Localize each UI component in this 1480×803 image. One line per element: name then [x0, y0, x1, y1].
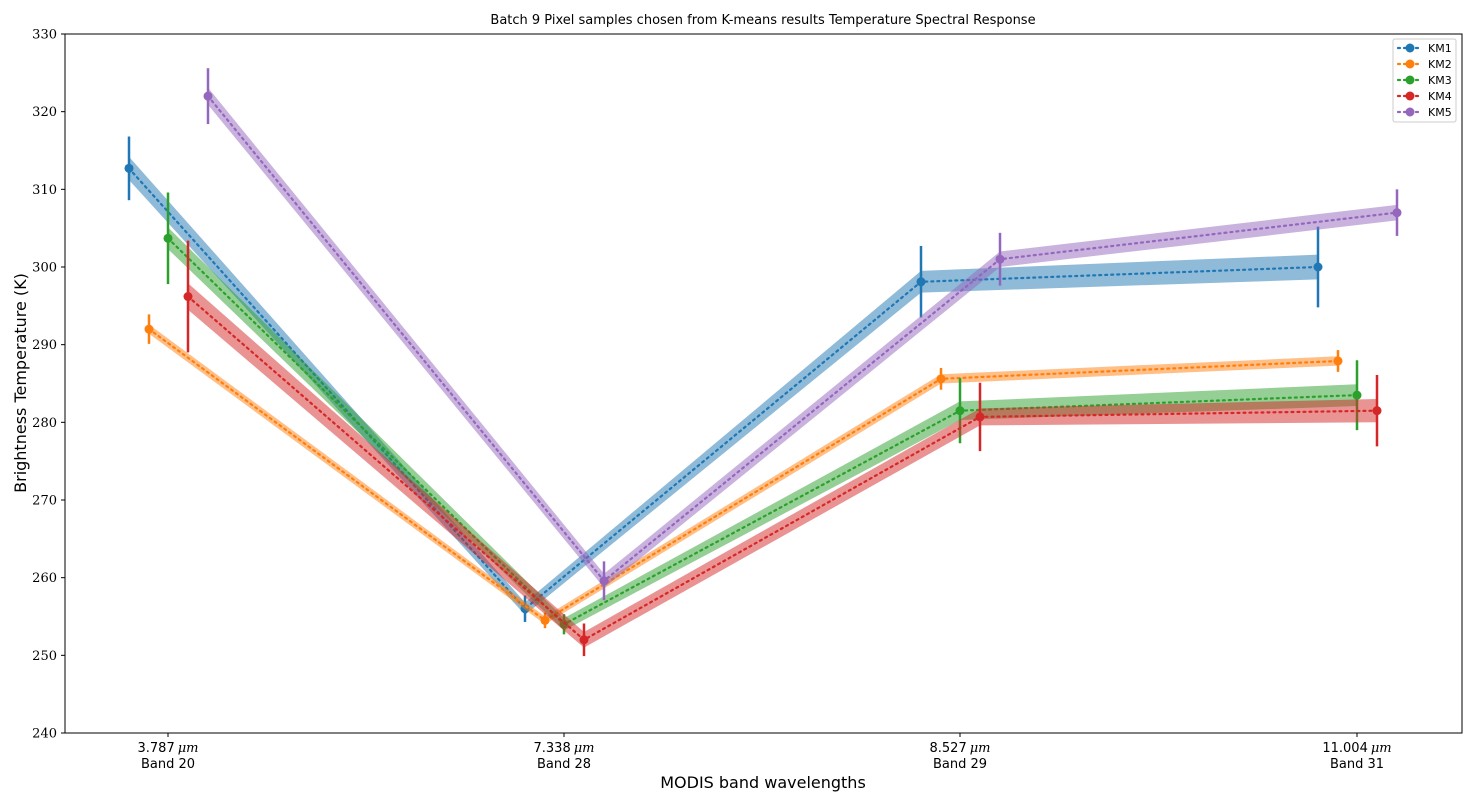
y-axis-label: Brightness Temperature (K) [11, 273, 30, 493]
legend-entry-km4: KM4 [1396, 90, 1452, 103]
legend-label: KM5 [1428, 106, 1452, 119]
legend-entry-km1: KM1 [1396, 42, 1452, 55]
data-point [955, 406, 965, 416]
series-line [206, 94, 1399, 583]
x-tick-unit: μm [574, 741, 595, 756]
x-tick-label: 7.338 μm [534, 741, 595, 756]
x-tick-unit: μm [1371, 741, 1392, 756]
y-tick-label: 260 [32, 571, 57, 586]
x-tick-band: Band 20 [141, 757, 195, 772]
y-tick-label: 330 [32, 28, 57, 43]
series-line [186, 295, 1379, 642]
y-tick-label: 240 [32, 727, 57, 742]
series-line [166, 237, 1359, 626]
y-tick-label: 280 [32, 416, 57, 431]
data-point [163, 233, 173, 243]
chart-title: Batch 9 Pixel samples chosen from K-mean… [490, 13, 1035, 28]
legend-marker [1405, 43, 1415, 53]
legend-marker [1405, 107, 1415, 117]
y-tick-label: 320 [32, 105, 57, 120]
y-tick-label: 290 [32, 338, 57, 353]
x-axis-label: MODIS band wavelengths [660, 773, 866, 792]
legend-label: KM4 [1428, 90, 1452, 103]
data-point [579, 635, 589, 645]
data-point [1372, 406, 1382, 416]
x-tick-band: Band 28 [537, 757, 591, 772]
y-axis: 240 250 260 270 280 290 300 310 320 330 [32, 28, 65, 742]
x-tick-wavelength: 8.527 [930, 741, 967, 756]
data-point [144, 324, 154, 334]
confidence-band [208, 87, 1397, 588]
data-point [203, 91, 213, 101]
data-point [1333, 356, 1343, 366]
data-point [124, 163, 134, 173]
x-tick-wavelength: 11.004 [1322, 741, 1368, 756]
series-km4 [183, 240, 1382, 657]
data-point [599, 576, 609, 586]
confidence-band [188, 283, 1377, 648]
data-point [183, 292, 193, 302]
x-tick-unit: μm [970, 741, 991, 756]
data-point [916, 277, 926, 287]
x-tick-label: 3.787 μm [138, 741, 199, 756]
data-point [936, 374, 946, 384]
confidence-band [149, 324, 1338, 625]
x-tick-unit: μm [178, 741, 199, 756]
y-tick-label: 250 [32, 649, 57, 664]
data-point [1352, 390, 1362, 400]
legend-marker [1405, 75, 1415, 85]
y-tick-label: 300 [32, 261, 57, 276]
legend: KM1 KM2 KM3 KM4 KM5 [1392, 38, 1457, 123]
series-km2 [144, 314, 1343, 629]
data-point [995, 254, 1005, 264]
x-tick-label: 11.004 μm [1322, 741, 1391, 756]
data-point [1313, 262, 1323, 272]
data-point [1392, 208, 1402, 218]
x-tick-label: 8.527 μm [930, 741, 991, 756]
plot-area [124, 68, 1402, 657]
legend-entry-km2: KM2 [1396, 58, 1452, 71]
y-tick-label: 270 [32, 494, 57, 509]
x-tick-wavelength: 3.787 [138, 741, 175, 756]
x-tick-wavelength: 7.338 [534, 741, 571, 756]
legend-entry-km3: KM3 [1396, 74, 1452, 87]
legend-entry-km5: KM5 [1396, 106, 1452, 119]
legend-label: KM1 [1428, 42, 1452, 55]
series-line [147, 328, 1340, 622]
legend-label: KM3 [1428, 74, 1452, 87]
x-tick-band: Band 31 [1330, 757, 1384, 772]
legend-label: KM2 [1428, 58, 1452, 71]
legend-marker [1405, 59, 1415, 69]
data-point [975, 412, 985, 422]
series-km5 [203, 68, 1402, 601]
axes-frame [64, 33, 1463, 734]
x-tick-band: Band 29 [933, 757, 987, 772]
legend-marker [1405, 91, 1415, 101]
y-tick-label: 310 [32, 183, 57, 198]
data-point [540, 615, 550, 625]
